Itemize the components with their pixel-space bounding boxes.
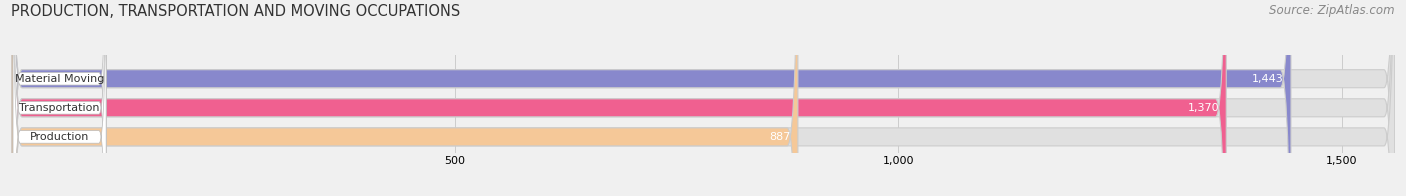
Text: Source: ZipAtlas.com: Source: ZipAtlas.com xyxy=(1270,4,1395,17)
FancyBboxPatch shape xyxy=(11,0,1395,196)
FancyBboxPatch shape xyxy=(13,0,105,196)
FancyBboxPatch shape xyxy=(13,0,105,196)
FancyBboxPatch shape xyxy=(11,0,1226,196)
Text: 1,370: 1,370 xyxy=(1188,103,1219,113)
FancyBboxPatch shape xyxy=(11,0,1291,196)
FancyBboxPatch shape xyxy=(11,0,1395,196)
Text: 887: 887 xyxy=(769,132,790,142)
FancyBboxPatch shape xyxy=(11,0,797,196)
Text: 1,443: 1,443 xyxy=(1253,74,1284,84)
Text: Transportation: Transportation xyxy=(20,103,100,113)
Text: Production: Production xyxy=(30,132,89,142)
Text: PRODUCTION, TRANSPORTATION AND MOVING OCCUPATIONS: PRODUCTION, TRANSPORTATION AND MOVING OC… xyxy=(11,4,461,19)
Text: Material Moving: Material Moving xyxy=(15,74,104,84)
FancyBboxPatch shape xyxy=(13,0,105,196)
FancyBboxPatch shape xyxy=(11,0,1395,196)
